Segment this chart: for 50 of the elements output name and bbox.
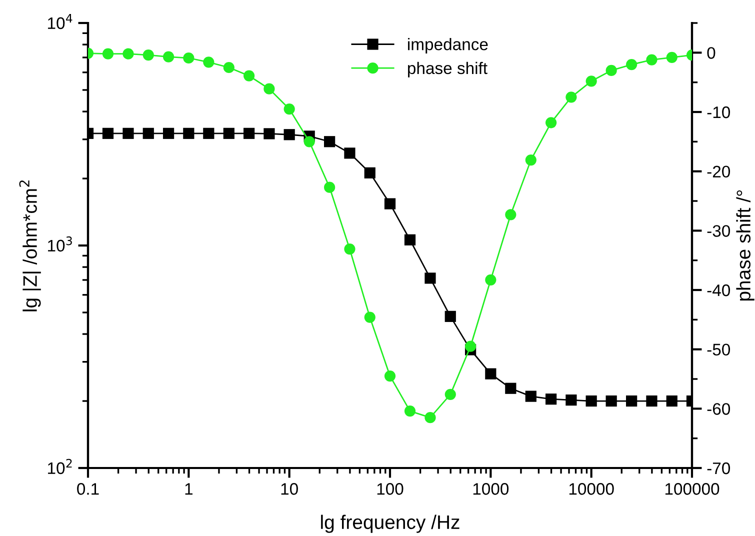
- point: [122, 128, 134, 139]
- point: [223, 128, 234, 139]
- x-axis-title: lg frequency /Hz: [321, 514, 460, 533]
- y2-tick-label: -60: [707, 403, 730, 415]
- point: [566, 394, 577, 406]
- x-tick-label: 1000: [473, 483, 509, 495]
- point: [404, 234, 416, 246]
- point: [284, 129, 295, 140]
- point: [505, 382, 516, 394]
- point: [364, 167, 376, 178]
- point: [606, 395, 617, 407]
- point: [546, 394, 557, 405]
- point: [586, 395, 597, 407]
- y-tick-label: 10$^{4}$: [48, 14, 72, 30]
- x-tick-label: 100: [377, 483, 404, 495]
- point: [142, 128, 154, 139]
- x-tick-label: 100000: [665, 483, 720, 495]
- y-tick-label: 10$^{2}$: [48, 458, 72, 474]
- y2-tick-label: -70: [707, 462, 730, 474]
- point: [666, 395, 678, 407]
- y2-tick-label: -50: [707, 344, 730, 356]
- legend-label: phase shift: [408, 62, 488, 78]
- point: [264, 128, 275, 140]
- point: [203, 128, 214, 139]
- point: [646, 395, 658, 407]
- point: [102, 128, 114, 139]
- y-tick-label: 10$^{3}$: [48, 236, 72, 252]
- point: [485, 368, 496, 380]
- x-tick-label: 0.1: [77, 483, 99, 495]
- point: [384, 198, 396, 210]
- point: [626, 395, 638, 407]
- y2-tick-label: -20: [707, 166, 730, 178]
- y2-tick-label: -40: [707, 284, 730, 296]
- point: [424, 272, 436, 284]
- point: [344, 148, 356, 159]
- x-tick-label: 10000: [569, 483, 614, 495]
- y2-tick-label: -10: [707, 106, 730, 118]
- legend-label: impedance: [408, 38, 488, 54]
- point: [183, 128, 194, 139]
- point: [162, 128, 174, 139]
- point: [244, 128, 255, 139]
- y-axis-title: lg |Z| /ohm*cm$^{2}$: [19, 180, 41, 312]
- x-tick-label: 10: [281, 483, 298, 495]
- y2-tick-label: 0: [707, 47, 716, 59]
- y2-tick-label: -30: [707, 225, 730, 237]
- point: [324, 136, 336, 148]
- y2-axis-title: phase shift /°: [736, 190, 754, 301]
- point: [444, 310, 456, 322]
- point: [525, 390, 536, 402]
- x-tick-label: 1: [185, 483, 192, 495]
